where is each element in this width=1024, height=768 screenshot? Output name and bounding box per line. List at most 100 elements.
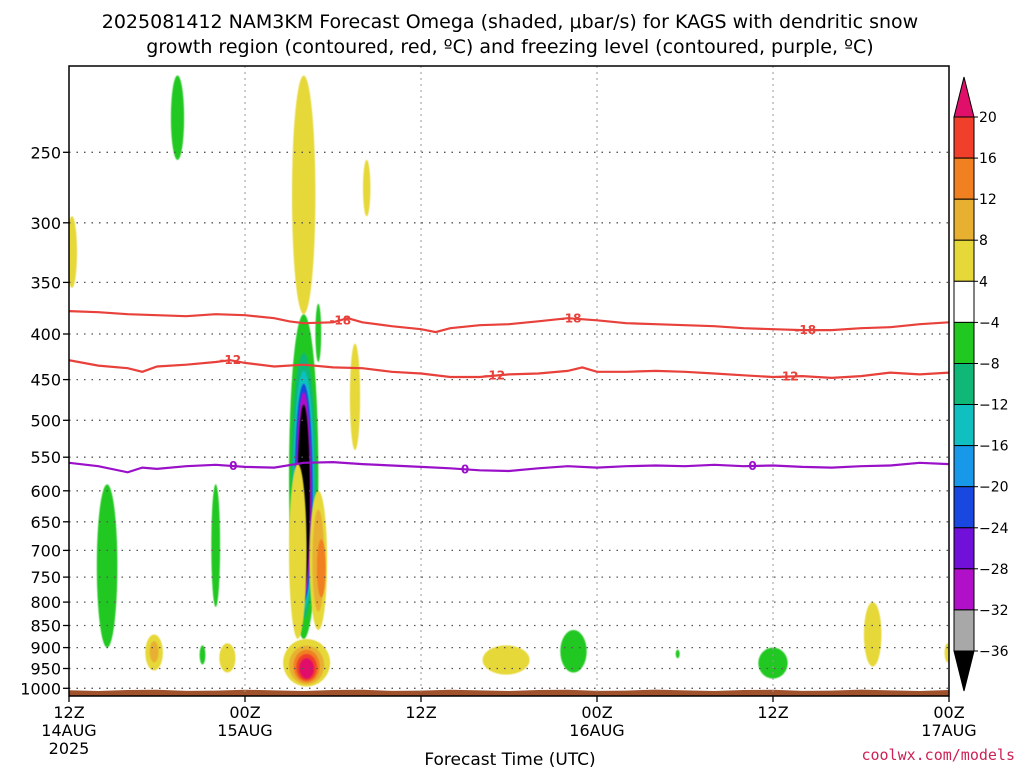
colorbar-swatch [953, 609, 975, 652]
colorbar-swatch [953, 239, 975, 282]
omega-region [219, 643, 236, 673]
contour-label: -18 [329, 313, 351, 327]
y-tick-label: 700 [30, 541, 61, 560]
colorbar-top-arrow [953, 76, 975, 118]
omega-region [315, 303, 322, 362]
ground-layer [69, 689, 949, 696]
colorbar-swatch [953, 568, 975, 611]
y-tick-label: 500 [30, 411, 61, 430]
y-tick-label: 450 [30, 371, 61, 390]
chart-title-line-2: growth region (contoured, red, ºC) and f… [146, 36, 873, 58]
y-tick-label: 550 [30, 448, 61, 467]
contour-label: -12 [483, 369, 505, 383]
grid-layer [69, 66, 949, 696]
x-tick-label: 14AUG [41, 721, 96, 740]
colorbar-label: 12 [979, 192, 997, 208]
y-tick-label: 950 [30, 660, 61, 679]
plot-frame [68, 65, 950, 697]
colorbar: 20 16 12 8 4 −4 −8 −12 −16 −20 −24 −28 −32 −36 [953, 76, 1009, 692]
contour-line [69, 460, 949, 474]
contour-label: -18 [560, 311, 582, 325]
colorbar-label: −16 [979, 439, 1009, 455]
omega-region [863, 602, 882, 667]
colorbar-bottom-arrow [953, 650, 975, 692]
contour-label: -12 [219, 353, 241, 367]
contour-label: 0 [229, 459, 237, 473]
x-tick-label: 15AUG [217, 721, 272, 740]
colorbar-swatch [953, 445, 975, 488]
colorbar-swatch [953, 363, 975, 406]
colorbar-label: −24 [979, 521, 1009, 537]
omega-shading-layer [69, 75, 949, 687]
x-tick-label: 17AUG [921, 721, 976, 740]
colorbar-label: 8 [979, 233, 988, 249]
colorbar-label: 20 [979, 110, 997, 126]
omega-region [211, 484, 221, 607]
x-axis-title: Forecast Time (UTC) [424, 750, 595, 768]
omega-region [758, 647, 788, 679]
omega-region [675, 649, 680, 659]
y-axis: 250 300 350 400 450 500 550 600 650 700 750 800 850 9… [20, 143, 69, 698]
colorbar-swatch [953, 321, 975, 364]
omega-region [69, 216, 77, 288]
y-tick-label: 900 [30, 639, 61, 658]
omega-region [482, 645, 530, 675]
colorbar-swatch [953, 527, 975, 570]
x-tick-label: 16AUG [569, 721, 624, 740]
omega-region [96, 484, 118, 648]
colorbar-label: −4 [979, 315, 1000, 331]
y-tick-label: 250 [30, 143, 61, 162]
contour-label: -18 [794, 323, 816, 337]
colorbar-label: −36 [979, 644, 1009, 660]
omega-region [349, 343, 361, 450]
ground-surface [69, 689, 949, 696]
x-tick-label: 12Z [757, 703, 788, 722]
omega-region [316, 539, 326, 598]
colorbar-swatch [953, 198, 975, 241]
omega-region [170, 75, 185, 160]
colorbar-swatch [953, 280, 975, 323]
omega-region [199, 645, 206, 665]
y-tick-label: 300 [30, 214, 61, 233]
y-tick-label: 750 [30, 568, 61, 587]
omega-region [289, 464, 307, 639]
x-tick-label: 12Z [53, 703, 84, 722]
contour-line [69, 310, 949, 334]
contour-label: -12 [777, 370, 799, 384]
y-tick-label: 850 [30, 617, 61, 636]
colorbar-label: −28 [979, 562, 1009, 578]
omega-region [292, 75, 316, 315]
credit-text: coolwx.com/models [861, 746, 1015, 764]
contour-label: 0 [461, 462, 469, 476]
colorbar-label: −12 [979, 398, 1009, 414]
y-tick-label: 1000 [20, 679, 61, 698]
colorbar-label: −8 [979, 357, 1000, 373]
omega-region [299, 658, 314, 679]
y-tick-label: 600 [30, 482, 61, 501]
x-tick-label: 2025 [49, 739, 90, 758]
colorbar-swatch [953, 157, 975, 200]
x-tick-label: 00Z [229, 703, 260, 722]
y-tick-label: 350 [30, 273, 61, 292]
y-tick-label: 800 [30, 593, 61, 612]
colorbar-label: −20 [979, 480, 1009, 496]
colorbar-swatch [953, 404, 975, 447]
x-tick-label: 00Z [933, 703, 964, 722]
colorbar-swatch [953, 116, 975, 159]
chart-title-line-1: 2025081412 NAM3KM Forecast Omega (shaded… [102, 11, 918, 33]
x-tick-label: 00Z [581, 703, 612, 722]
colorbar-swatch [953, 486, 975, 529]
x-tick-label: 12Z [405, 703, 436, 722]
contour-line [69, 359, 949, 380]
omega-region [149, 641, 159, 663]
contour-label: 0 [748, 459, 756, 473]
contour-layer: -18 -18 -18 -12 -12 -12 0 0 0 [69, 310, 949, 476]
colorbar-label: −32 [979, 603, 1009, 619]
omega-region [560, 630, 587, 673]
colorbar-label: 16 [979, 151, 997, 167]
y-tick-label: 400 [30, 325, 61, 344]
colorbar-label: 4 [979, 274, 988, 290]
y-tick-label: 650 [30, 513, 61, 532]
